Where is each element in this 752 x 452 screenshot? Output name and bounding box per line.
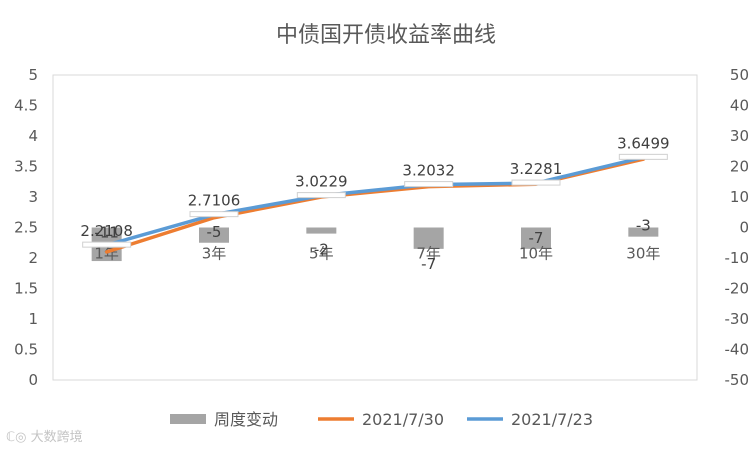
weekly-change-bar	[199, 227, 229, 243]
right-axis-tick-label: 30	[730, 127, 749, 145]
weekly-change-bar	[306, 227, 337, 234]
left-axis-tick-label: 1.5	[14, 280, 38, 298]
category-label: 30年	[626, 245, 660, 263]
weekly-change-bar	[521, 227, 551, 249]
left-axis-tick-label: 0	[28, 371, 38, 389]
change-data-label: -2	[314, 241, 329, 259]
data-labels: 2.2108 2.7106 3.0229 3.2032 3.2281 3.6499 -11 -…	[80, 134, 669, 272]
left-axis-tick-label: 3	[28, 188, 38, 206]
right-axis-tick-label: 10	[730, 188, 749, 206]
left-axis-tick-label: 4	[28, 127, 38, 145]
right-axis-tick-label: 20	[730, 158, 749, 176]
legend-swatch-bar	[170, 414, 206, 424]
right-axis-tick-label: -40	[725, 341, 750, 359]
yield-data-label: 2.7106	[188, 192, 241, 210]
left-axis-tick-label: 5	[28, 66, 38, 84]
bar-series	[91, 227, 659, 262]
data-label-box	[82, 241, 132, 248]
category-labels: 1年 3年 5年 7年 10年 30年	[94, 245, 660, 263]
legend-label: 周度变动	[214, 410, 278, 429]
right-axis-tick-label: -30	[725, 310, 750, 328]
category-label: 7年	[416, 245, 441, 263]
right-axis-ticks: -50 -40 -30 -20 -10 0 10 20 30 40 50	[725, 66, 750, 389]
weekly-change-bar	[413, 227, 444, 249]
data-label-box	[189, 211, 239, 218]
weekly-change-bar	[628, 227, 659, 237]
watermark-icon: ℂ◎	[6, 430, 27, 445]
change-data-label: -5	[207, 223, 222, 241]
left-axis-tick-label: 2.5	[14, 219, 38, 237]
change-data-label: -3	[636, 217, 651, 235]
plot-area-border	[52, 74, 698, 381]
data-label-box	[511, 179, 561, 186]
right-axis-tick-label: -10	[725, 249, 750, 267]
chart-title: 中债国开债收益率曲线	[276, 23, 496, 48]
yield-data-label: 2.2108	[80, 222, 133, 240]
left-axis-tick-label: 3.5	[14, 158, 38, 176]
legend: 周度变动 2021/7/30 2021/7/23	[170, 410, 593, 429]
series-line-2021-7-23	[104, 155, 646, 247]
right-axis-tick-label: 0	[739, 219, 749, 237]
change-data-label: -7	[529, 229, 544, 247]
change-data-label: -7	[421, 255, 436, 273]
right-axis-tick-label: 50	[730, 66, 749, 84]
data-label-box	[296, 192, 346, 199]
right-axis-tick-label: -20	[725, 280, 750, 298]
right-axis-tick-label: 40	[730, 97, 749, 115]
legend-label: 2021/7/30	[362, 410, 444, 429]
category-label: 5年	[309, 245, 334, 263]
left-axis-tick-label: 4.5	[14, 97, 38, 115]
left-axis-tick-label: 0.5	[14, 341, 38, 359]
watermark-text: 大数跨境	[30, 430, 83, 445]
change-data-label: -11	[94, 224, 119, 242]
right-axis-tick-label: -50	[725, 371, 750, 389]
category-label: 3年	[202, 245, 227, 263]
left-axis-tick-label: 1	[28, 310, 38, 328]
yield-data-label: 3.2032	[402, 162, 455, 180]
left-axis-ticks: 0 0.5 1 1.5 2 2.5 3 3.5 4 4.5 5	[14, 66, 38, 389]
data-label-box	[618, 153, 668, 160]
data-label-box	[404, 181, 454, 188]
category-label: 10年	[519, 245, 553, 263]
watermark-logo: ℂ◎ 大数跨境	[6, 426, 83, 445]
left-axis-tick-label: 2	[28, 249, 38, 267]
yield-data-label: 3.0229	[295, 173, 348, 191]
yield-data-label: 3.2281	[510, 160, 563, 178]
plot-frame	[52, 74, 698, 381]
legend-label: 2021/7/23	[511, 410, 593, 429]
yield-data-label: 3.6499	[617, 134, 670, 152]
